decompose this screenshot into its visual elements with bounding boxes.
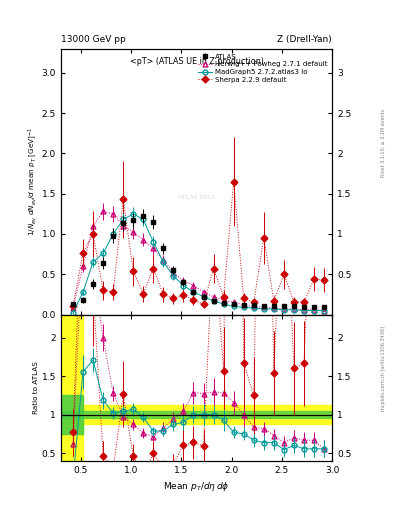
- Sherpa 2.2.9 default: [201, 301, 206, 307]
- Sherpa 2.2.9 default: [231, 179, 236, 185]
- Sherpa 2.2.9 default: [252, 300, 256, 306]
- Line: Herwig++ Powheg 2.7.1 default: Herwig++ Powheg 2.7.1 default: [70, 209, 327, 313]
- X-axis label: Mean $p_T/d\eta\, d\phi$: Mean $p_T/d\eta\, d\phi$: [163, 480, 230, 493]
- Text: Z (Drell-Yan): Z (Drell-Yan): [277, 34, 332, 44]
- MadGraph5 2.7.2.atlas3 lo: [231, 304, 236, 310]
- Sherpa 2.2.9 default: [81, 250, 85, 257]
- Sherpa 2.2.9 default: [181, 292, 186, 298]
- Herwig++ Powheg 2.7.1 default: [252, 304, 256, 310]
- Herwig++ Powheg 2.7.1 default: [241, 302, 246, 308]
- Herwig++ Powheg 2.7.1 default: [151, 245, 156, 251]
- Herwig++ Powheg 2.7.1 default: [281, 306, 286, 312]
- Herwig++ Powheg 2.7.1 default: [141, 237, 146, 243]
- MadGraph5 2.7.2.atlas3 lo: [111, 231, 116, 237]
- MadGraph5 2.7.2.atlas3 lo: [81, 289, 85, 295]
- Herwig++ Powheg 2.7.1 default: [221, 297, 226, 303]
- MadGraph5 2.7.2.atlas3 lo: [71, 310, 75, 316]
- Sherpa 2.2.9 default: [141, 290, 146, 296]
- Herwig++ Powheg 2.7.1 default: [292, 306, 296, 312]
- Sherpa 2.2.9 default: [292, 298, 296, 305]
- Bar: [61, 314, 83, 461]
- MadGraph5 2.7.2.atlas3 lo: [201, 294, 206, 300]
- Line: Sherpa 2.2.9 default: Sherpa 2.2.9 default: [70, 179, 327, 309]
- Sherpa 2.2.9 default: [261, 235, 266, 241]
- Sherpa 2.2.9 default: [281, 271, 286, 278]
- MadGraph5 2.7.2.atlas3 lo: [312, 307, 316, 313]
- Herwig++ Powheg 2.7.1 default: [261, 304, 266, 310]
- Sherpa 2.2.9 default: [121, 196, 125, 202]
- Sherpa 2.2.9 default: [312, 276, 316, 282]
- MadGraph5 2.7.2.atlas3 lo: [272, 306, 276, 312]
- Herwig++ Powheg 2.7.1 default: [101, 208, 105, 215]
- Sherpa 2.2.9 default: [322, 277, 327, 283]
- Herwig++ Powheg 2.7.1 default: [131, 229, 136, 236]
- Text: ATLAS 2015: ATLAS 2015: [178, 195, 215, 200]
- Herwig++ Powheg 2.7.1 default: [111, 211, 116, 217]
- Sherpa 2.2.9 default: [151, 266, 156, 272]
- Line: MadGraph5 2.7.2.atlas3 lo: MadGraph5 2.7.2.atlas3 lo: [70, 211, 327, 315]
- Sherpa 2.2.9 default: [221, 294, 226, 300]
- Herwig++ Powheg 2.7.1 default: [71, 305, 75, 311]
- Text: Rivet 3.1.10, ≥ 3.1M events: Rivet 3.1.10, ≥ 3.1M events: [381, 109, 386, 178]
- Herwig++ Powheg 2.7.1 default: [161, 257, 166, 263]
- Herwig++ Powheg 2.7.1 default: [81, 263, 85, 269]
- Herwig++ Powheg 2.7.1 default: [322, 307, 327, 313]
- Sherpa 2.2.9 default: [211, 266, 216, 272]
- Herwig++ Powheg 2.7.1 default: [91, 223, 95, 229]
- Herwig++ Powheg 2.7.1 default: [211, 294, 216, 300]
- MadGraph5 2.7.2.atlas3 lo: [161, 259, 166, 265]
- MadGraph5 2.7.2.atlas3 lo: [221, 301, 226, 307]
- MadGraph5 2.7.2.atlas3 lo: [211, 298, 216, 304]
- Sherpa 2.2.9 default: [241, 295, 246, 302]
- Text: 13000 GeV pp: 13000 GeV pp: [61, 34, 126, 44]
- Sherpa 2.2.9 default: [91, 231, 95, 237]
- MadGraph5 2.7.2.atlas3 lo: [151, 239, 156, 245]
- MadGraph5 2.7.2.atlas3 lo: [141, 217, 146, 223]
- Sherpa 2.2.9 default: [71, 304, 75, 310]
- MadGraph5 2.7.2.atlas3 lo: [191, 289, 196, 295]
- Bar: [61, 395, 83, 434]
- Herwig++ Powheg 2.7.1 default: [191, 283, 196, 289]
- MadGraph5 2.7.2.atlas3 lo: [252, 305, 256, 311]
- Sherpa 2.2.9 default: [272, 298, 276, 304]
- Herwig++ Powheg 2.7.1 default: [301, 307, 306, 313]
- MadGraph5 2.7.2.atlas3 lo: [181, 283, 186, 289]
- MadGraph5 2.7.2.atlas3 lo: [292, 307, 296, 313]
- MadGraph5 2.7.2.atlas3 lo: [101, 250, 105, 257]
- Sherpa 2.2.9 default: [111, 289, 116, 295]
- MadGraph5 2.7.2.atlas3 lo: [322, 307, 327, 313]
- Herwig++ Powheg 2.7.1 default: [312, 307, 316, 313]
- Text: <pT> (ATLAS UE in Z production): <pT> (ATLAS UE in Z production): [130, 57, 263, 66]
- Herwig++ Powheg 2.7.1 default: [171, 270, 176, 276]
- Herwig++ Powheg 2.7.1 default: [272, 305, 276, 311]
- Sherpa 2.2.9 default: [131, 268, 136, 274]
- MadGraph5 2.7.2.atlas3 lo: [171, 273, 176, 279]
- MadGraph5 2.7.2.atlas3 lo: [301, 307, 306, 313]
- MadGraph5 2.7.2.atlas3 lo: [121, 217, 125, 223]
- Sherpa 2.2.9 default: [101, 287, 105, 293]
- Sherpa 2.2.9 default: [161, 291, 166, 297]
- Legend: ATLAS, Herwig++ Powheg 2.7.1 default, MadGraph5 2.7.2.atlas3 lo, Sherpa 2.2.9 de: ATLAS, Herwig++ Powheg 2.7.1 default, Ma…: [196, 52, 329, 84]
- Herwig++ Powheg 2.7.1 default: [181, 278, 186, 284]
- MadGraph5 2.7.2.atlas3 lo: [131, 211, 136, 217]
- Y-axis label: Ratio to ATLAS: Ratio to ATLAS: [33, 361, 39, 414]
- MadGraph5 2.7.2.atlas3 lo: [241, 304, 246, 310]
- Sherpa 2.2.9 default: [301, 300, 306, 306]
- Text: mcplots.cern.ch [arXiv:1306.3436]: mcplots.cern.ch [arXiv:1306.3436]: [381, 326, 386, 411]
- Herwig++ Powheg 2.7.1 default: [201, 289, 206, 295]
- MadGraph5 2.7.2.atlas3 lo: [91, 259, 95, 265]
- Sherpa 2.2.9 default: [171, 295, 176, 302]
- Y-axis label: $1/N_{ev}$ $dN_{ev}/d$ mean $p_T$ [GeV]$^{-1}$: $1/N_{ev}$ $dN_{ev}/d$ mean $p_T$ [GeV]$…: [26, 127, 39, 237]
- Herwig++ Powheg 2.7.1 default: [231, 300, 236, 306]
- Sherpa 2.2.9 default: [191, 297, 196, 303]
- MadGraph5 2.7.2.atlas3 lo: [281, 307, 286, 313]
- Herwig++ Powheg 2.7.1 default: [121, 223, 125, 229]
- MadGraph5 2.7.2.atlas3 lo: [261, 306, 266, 312]
